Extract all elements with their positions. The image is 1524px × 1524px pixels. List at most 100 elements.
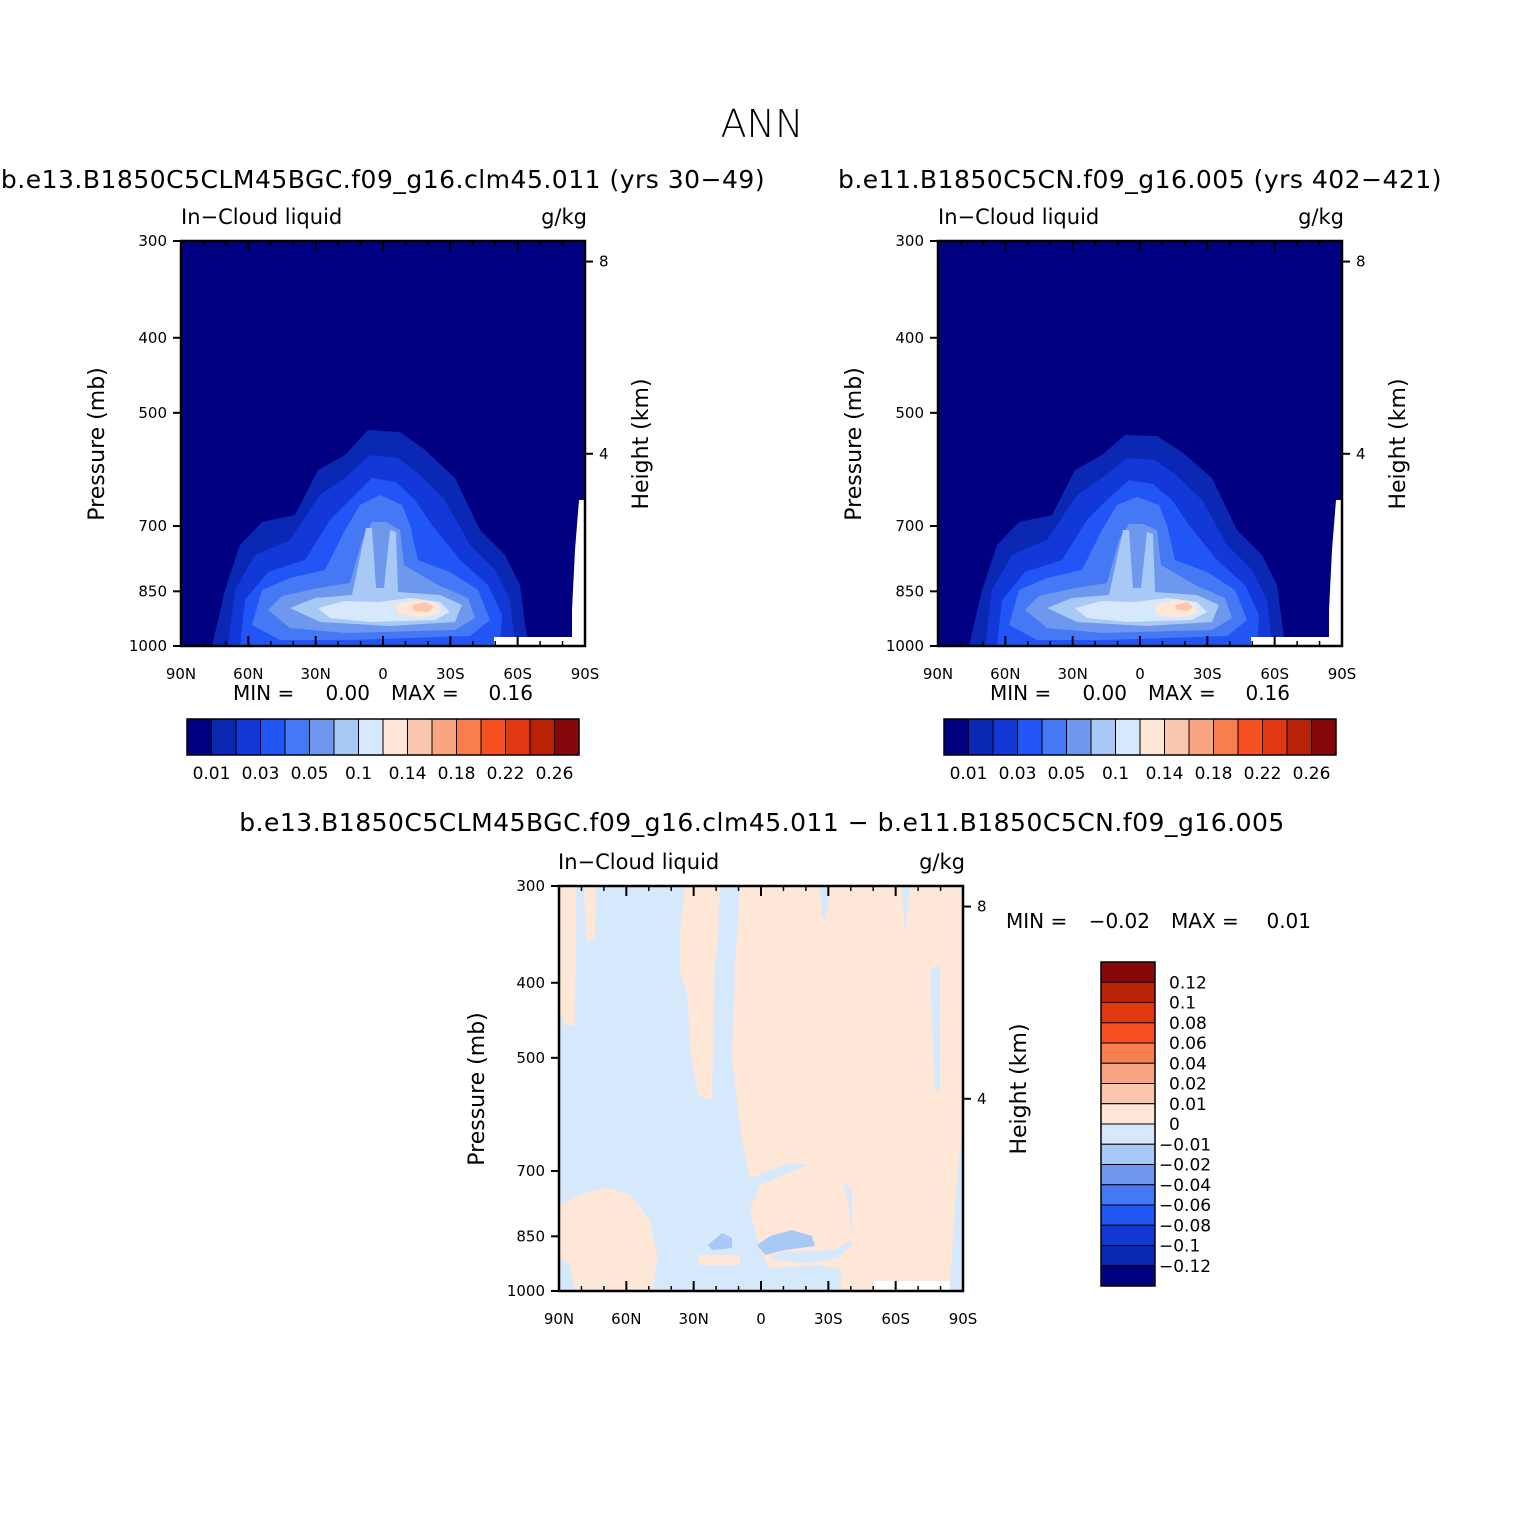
- y-tick-label: 500: [138, 404, 167, 422]
- colorbar-swatch: [529, 718, 555, 756]
- colorbar-swatch: [943, 718, 969, 756]
- min-value: −0.02: [1089, 909, 1150, 933]
- units-label: g/kg: [1298, 205, 1344, 229]
- colorbar-label: 0.26: [536, 764, 574, 784]
- y-axis-ticks: 300 400 500 700 850 1000 8 4: [886, 232, 1366, 655]
- colorbar-swatch: [1041, 718, 1067, 756]
- colorbar-label: 0.04: [1169, 1054, 1207, 1074]
- y-tick-label: 500: [516, 1049, 545, 1067]
- units-label: g/kg: [541, 205, 587, 229]
- x-tick-label: 60S: [503, 665, 532, 683]
- colorbar-swatch: [1100, 1245, 1156, 1267]
- y2-axis-label: Height (km): [629, 378, 654, 509]
- y-tick-label: 300: [895, 232, 924, 250]
- colorbar-label: 0.06: [1169, 1034, 1207, 1054]
- colorbar-label: 0.22: [1244, 764, 1282, 784]
- colorbar-swatch: [1100, 961, 1156, 983]
- y-axis-label: Pressure (mb): [85, 367, 110, 521]
- colorbar-label: −0.1: [1159, 1237, 1200, 1257]
- panel-title: b.e11.B1850C5CN.f09_g16.005 (yrs 402−421…: [838, 165, 1442, 194]
- colorbar-label: 0.22: [487, 764, 525, 784]
- variable-label: In−Cloud liquid: [938, 205, 1099, 229]
- variable-label: In−Cloud liquid: [558, 850, 719, 874]
- max-label: MAX =: [1171, 909, 1239, 933]
- colorbar-swatch: [1100, 1002, 1156, 1024]
- max-label: MAX =: [1148, 681, 1216, 705]
- colorbar-swatch: [431, 718, 457, 756]
- missing-data-region: [873, 1281, 950, 1291]
- min-value: 0.00: [325, 681, 370, 705]
- x-tick-label: 60S: [881, 1310, 910, 1328]
- colorbar-swatch: [1017, 718, 1043, 756]
- x-tick-label: 90S: [949, 1310, 978, 1328]
- colorbar-swatch: [1100, 1042, 1156, 1064]
- colorbar-swatch: [1100, 1143, 1156, 1165]
- positive-region: [584, 886, 596, 940]
- colorbar-swatch: [1100, 1083, 1156, 1105]
- panel-title: b.e13.B1850C5CLM45BGC.f09_g16.clm45.011 …: [239, 808, 1285, 837]
- colorbar-label: 0.05: [291, 764, 329, 784]
- colorbar-swatch: [992, 718, 1018, 756]
- colorbar-label: 0.03: [242, 764, 280, 784]
- colorbar-label: 0.05: [1048, 764, 1086, 784]
- colorbar-frame: [1100, 961, 1156, 1287]
- colorbar-swatch: [333, 718, 359, 756]
- y-tick-label: 300: [138, 232, 167, 250]
- colorbar-swatch: [1100, 1022, 1156, 1044]
- x-tick-label: 0: [756, 1310, 766, 1328]
- x-tick-label: 90S: [1328, 665, 1357, 683]
- y2-tick-label: 8: [1356, 253, 1366, 271]
- colorbar-label: 0.01: [193, 764, 231, 784]
- variable-label: In−Cloud liquid: [181, 205, 342, 229]
- positive-region: [559, 886, 576, 1025]
- units-label: g/kg: [919, 850, 965, 874]
- y2-tick-label: 4: [977, 1090, 987, 1108]
- y-tick-label: 1000: [886, 637, 924, 655]
- x-tick-label: 60N: [233, 665, 263, 683]
- max-label: MAX =: [391, 681, 459, 705]
- colorbar-swatch: [382, 718, 408, 756]
- colorbar-label: −0.01: [1159, 1135, 1211, 1155]
- colorbar-swatch: [480, 718, 506, 756]
- colorbar-swatch: [456, 718, 482, 756]
- colorbar-swatch: [1100, 1164, 1156, 1186]
- colorbar-label: 0.1: [1102, 764, 1129, 784]
- positive-region: [698, 1255, 740, 1265]
- colorbar-label: −0.12: [1159, 1257, 1211, 1277]
- contour-field: [559, 886, 963, 1291]
- colorbar-swatch: [1100, 1184, 1156, 1206]
- x-tick-label: 0: [378, 665, 388, 683]
- x-tick-label: 0: [1135, 665, 1145, 683]
- colorbar-label: −0.02: [1159, 1156, 1211, 1176]
- negative-region: [930, 965, 940, 1090]
- colorbar-label: 0.01: [1169, 1095, 1207, 1115]
- y2-axis-label: Height (km): [1386, 378, 1411, 509]
- colorbar-label: 0.02: [1169, 1075, 1207, 1095]
- contour-level-9: [412, 602, 434, 612]
- y2-tick-label: 4: [599, 445, 609, 463]
- colorbar-swatch: [968, 718, 994, 756]
- colorbar-swatch: [358, 718, 384, 756]
- colorbar-swatch: [1237, 718, 1263, 756]
- x-axis-ticks: 90N 60N 30N 0 30S 60S 90S: [166, 241, 599, 683]
- y2-tick-label: 8: [599, 253, 609, 271]
- colorbar-swatch: [1100, 1103, 1156, 1125]
- contour-field: [938, 241, 1342, 646]
- x-tick-label: 60N: [611, 1310, 641, 1328]
- x-tick-label: 30N: [301, 665, 331, 683]
- y-tick-label: 1000: [507, 1282, 545, 1300]
- y-tick-label: 700: [516, 1162, 545, 1180]
- colorbar-swatch: [1311, 718, 1337, 756]
- min-label: MIN =: [1006, 909, 1067, 933]
- colorbar-swatch: [260, 718, 286, 756]
- y-axis-ticks: 300 400 500 700 850 1000 8 4: [507, 877, 987, 1300]
- colorbar-swatch: [186, 718, 212, 756]
- max-value: 0.16: [1245, 681, 1290, 705]
- y-tick-label: 300: [516, 877, 545, 895]
- colorbar: 0.01 0.03 0.05 0.1 0.14 0.18 0.22 0.26: [943, 718, 1337, 784]
- x-tick-label: 30S: [436, 665, 465, 683]
- panel-difference: b.e13.B1850C5CLM45BGC.f09_g16.clm45.011 …: [239, 808, 1311, 1328]
- colorbar-label: 0: [1169, 1115, 1180, 1135]
- y-tick-label: 500: [895, 404, 924, 422]
- colorbar-swatch: [1100, 1123, 1156, 1145]
